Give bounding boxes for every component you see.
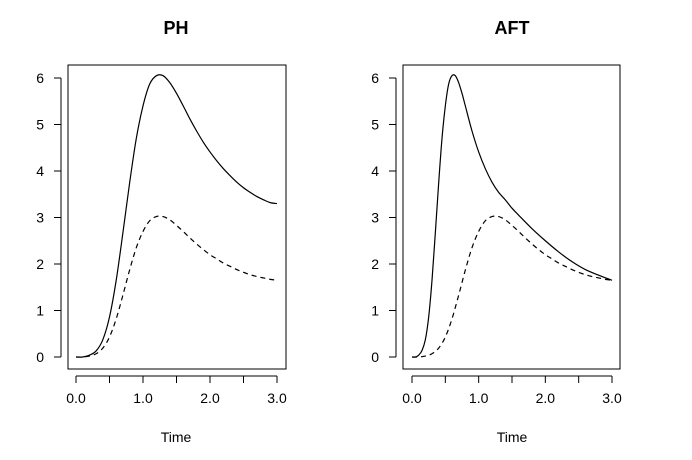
panel-ph: PH Time 0.0 1.0 2.0 3.0 0 1 2 3 4 5 6 xyxy=(36,18,287,445)
y-tick-label: 2 xyxy=(36,256,44,272)
plot-frame xyxy=(67,64,287,370)
y-tick-label: 0 xyxy=(36,349,44,365)
x-tick-label: 2.0 xyxy=(536,390,556,406)
panel-aft: AFT Time 0.0 1.0 2.0 3.0 0 1 2 3 4 5 6 xyxy=(371,18,622,445)
x-tick-label: 0.0 xyxy=(66,390,86,406)
y-tick-label: 0 xyxy=(371,349,379,365)
dashed-series-line xyxy=(411,215,613,358)
y-tick-label: 5 xyxy=(371,117,379,133)
x-tick-label: 1.0 xyxy=(469,390,489,406)
y-tick-label: 6 xyxy=(371,70,379,86)
y-tick-label: 3 xyxy=(371,210,379,226)
x-tick-label: 3.0 xyxy=(267,390,287,406)
y-tick-label: 6 xyxy=(36,70,44,86)
y-tick-label: 4 xyxy=(36,163,44,179)
solid-series-line xyxy=(75,74,278,358)
x-axis-label: Time xyxy=(161,429,192,445)
y-tick-label: 3 xyxy=(36,210,44,226)
y-tick-label: 5 xyxy=(36,117,44,133)
x-axis-label: Time xyxy=(497,429,528,445)
x-tick-label: 2.0 xyxy=(200,390,220,406)
x-tick-label: 3.0 xyxy=(602,390,622,406)
x-tick-label: 0.0 xyxy=(402,390,422,406)
panel-title: AFT xyxy=(495,18,530,38)
dashed-series-line xyxy=(75,215,278,358)
y-tick-label: 1 xyxy=(371,303,379,319)
solid-series-line xyxy=(411,74,613,358)
y-tick-label: 2 xyxy=(371,256,379,272)
y-tick-label: 4 xyxy=(371,163,379,179)
panel-title: PH xyxy=(163,18,188,38)
x-tick-label: 1.0 xyxy=(133,390,153,406)
y-tick-label: 1 xyxy=(36,303,44,319)
plot-frame xyxy=(402,64,621,370)
